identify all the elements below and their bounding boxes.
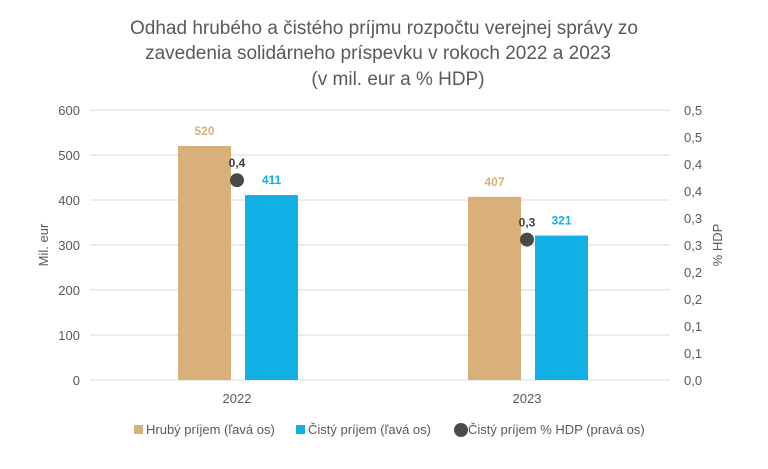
y-tick-label: 200 [58,283,80,298]
y2-axis-label: % HDP [710,224,725,267]
legend-label: Hrubý príjem (ľavá os) [146,422,275,437]
data-label: 0,3 [519,216,536,230]
y2-tick-label: 0,1 [684,346,702,361]
bar-gross [468,196,521,380]
y2-tick-label: 0,1 [684,319,702,334]
y-tick-label: 300 [58,238,80,253]
y2-tick-label: 0,5 [684,130,702,145]
data-label: 0,4 [229,156,246,170]
legend-swatch [296,425,305,434]
y2-tick-label: 0,0 [684,373,702,388]
data-point-hdp [230,173,244,188]
data-point-hdp [520,232,534,247]
data-label: 411 [262,173,282,187]
legend-label: Čistý príjem % HDP (pravá os) [468,422,645,437]
data-label: 321 [551,214,571,228]
legend-swatch [134,425,143,434]
bar-net [535,235,588,380]
bar-gross [178,146,231,380]
y-tick-label: 500 [58,148,80,163]
y2-tick-label: 0,2 [684,292,702,307]
x-tick-label: 2022 [223,391,252,406]
y2-tick-label: 0,3 [684,211,702,226]
y2-tick-label: 0,2 [684,265,702,280]
data-label: 520 [194,124,214,138]
y2-tick-label: 0,3 [684,238,702,253]
data-label: 407 [484,175,504,189]
legend-marker [454,423,468,437]
chart-title-line: (v mil. eur a % HDP) [311,69,484,90]
y-axis-label: Mil. eur [36,223,51,266]
y-tick-label: 600 [58,103,80,118]
y2-tick-label: 0,4 [684,157,702,172]
y-tick-label: 400 [58,193,80,208]
y2-tick-label: 0,5 [684,103,702,118]
y-tick-label: 100 [58,328,80,343]
x-tick-label: 2023 [513,391,542,406]
chart-title-line: zavedenia solidárneho príspevku v rokoch… [145,43,611,64]
y2-tick-label: 0,4 [684,184,702,199]
bar-net [245,195,298,380]
y-tick-label: 0 [73,373,80,388]
chart-title-line: Odhad hrubého a čistého príjmu rozpočtu … [130,18,638,39]
legend-label: Čistý príjem (ľavá os) [308,422,431,437]
